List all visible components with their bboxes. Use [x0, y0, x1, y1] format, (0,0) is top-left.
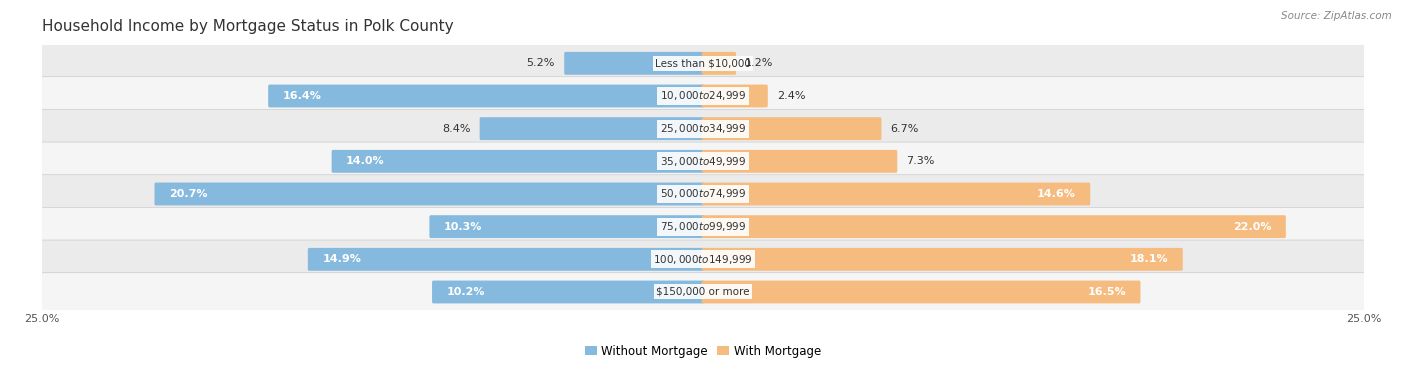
FancyBboxPatch shape: [702, 150, 897, 173]
Text: Household Income by Mortgage Status in Polk County: Household Income by Mortgage Status in P…: [42, 20, 454, 34]
FancyBboxPatch shape: [308, 248, 704, 271]
FancyBboxPatch shape: [38, 44, 1368, 83]
FancyBboxPatch shape: [702, 52, 737, 75]
Text: $35,000 to $49,999: $35,000 to $49,999: [659, 155, 747, 168]
Text: $75,000 to $99,999: $75,000 to $99,999: [659, 220, 747, 233]
Text: 8.4%: 8.4%: [441, 124, 471, 134]
Text: 14.0%: 14.0%: [346, 156, 385, 166]
FancyBboxPatch shape: [702, 183, 1090, 205]
Text: 16.4%: 16.4%: [283, 91, 322, 101]
Text: 16.5%: 16.5%: [1087, 287, 1126, 297]
FancyBboxPatch shape: [564, 52, 704, 75]
FancyBboxPatch shape: [332, 150, 704, 173]
Text: 14.6%: 14.6%: [1036, 189, 1076, 199]
Text: Less than $10,000: Less than $10,000: [655, 58, 751, 68]
FancyBboxPatch shape: [38, 208, 1368, 246]
Text: 5.2%: 5.2%: [527, 58, 555, 68]
FancyBboxPatch shape: [38, 142, 1368, 181]
Text: 18.1%: 18.1%: [1129, 254, 1168, 264]
FancyBboxPatch shape: [38, 109, 1368, 148]
FancyBboxPatch shape: [269, 85, 704, 107]
Text: $100,000 to $149,999: $100,000 to $149,999: [654, 253, 752, 266]
Legend: Without Mortgage, With Mortgage: Without Mortgage, With Mortgage: [581, 340, 825, 362]
Text: 6.7%: 6.7%: [890, 124, 920, 134]
Text: 22.0%: 22.0%: [1233, 222, 1271, 232]
FancyBboxPatch shape: [702, 248, 1182, 271]
FancyBboxPatch shape: [432, 280, 704, 304]
FancyBboxPatch shape: [429, 215, 704, 238]
Text: 20.7%: 20.7%: [169, 189, 208, 199]
FancyBboxPatch shape: [38, 175, 1368, 213]
FancyBboxPatch shape: [702, 85, 768, 107]
Text: 10.2%: 10.2%: [447, 287, 485, 297]
Text: 2.4%: 2.4%: [778, 91, 806, 101]
FancyBboxPatch shape: [702, 117, 882, 140]
FancyBboxPatch shape: [38, 77, 1368, 115]
FancyBboxPatch shape: [38, 273, 1368, 311]
Text: 7.3%: 7.3%: [907, 156, 935, 166]
Text: 10.3%: 10.3%: [444, 222, 482, 232]
Text: $150,000 or more: $150,000 or more: [657, 287, 749, 297]
Text: $10,000 to $24,999: $10,000 to $24,999: [659, 90, 747, 102]
Text: 1.2%: 1.2%: [745, 58, 773, 68]
Text: 14.9%: 14.9%: [322, 254, 361, 264]
Text: $25,000 to $34,999: $25,000 to $34,999: [659, 122, 747, 135]
Text: Source: ZipAtlas.com: Source: ZipAtlas.com: [1281, 11, 1392, 21]
FancyBboxPatch shape: [702, 280, 1140, 304]
FancyBboxPatch shape: [155, 183, 704, 205]
FancyBboxPatch shape: [38, 240, 1368, 279]
FancyBboxPatch shape: [479, 117, 704, 140]
FancyBboxPatch shape: [702, 215, 1286, 238]
Text: $50,000 to $74,999: $50,000 to $74,999: [659, 187, 747, 200]
